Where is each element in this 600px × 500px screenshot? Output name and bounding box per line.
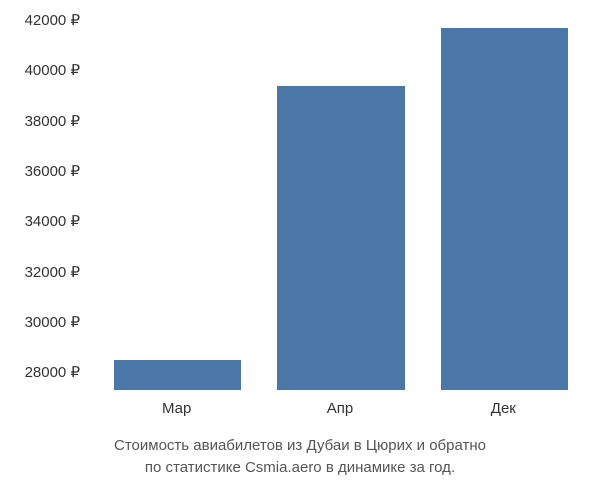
y-tick-label: 42000 ₽ xyxy=(25,11,80,29)
y-tick-label: 34000 ₽ xyxy=(25,212,80,230)
caption: Стоимость авиабилетов из Дубаи в Цюрих и… xyxy=(0,435,600,479)
y-axis: 28000 ₽ 30000 ₽ 32000 ₽ 34000 ₽ 36000 ₽ 38000… xyxy=(0,10,90,390)
y-tick-label: 36000 ₽ xyxy=(25,162,80,180)
y-tick-label: 30000 ₽ xyxy=(25,313,80,331)
plot-area xyxy=(95,10,585,390)
y-tick-label: 32000 ₽ xyxy=(25,263,80,281)
x-tick-label: Апр xyxy=(327,400,353,417)
bar xyxy=(441,28,568,390)
y-tick-label: 38000 ₽ xyxy=(25,112,80,130)
caption-line-1: Стоимость авиабилетов из Дубаи в Цюрих и… xyxy=(114,437,486,454)
x-tick-label: Дек xyxy=(491,400,516,417)
chart-container xyxy=(95,10,585,410)
caption-line-2: по статистике Csmia.aero в динамике за г… xyxy=(145,459,455,476)
bar xyxy=(277,86,404,391)
bar xyxy=(114,360,241,390)
y-tick-label: 28000 ₽ xyxy=(25,363,80,381)
y-tick-label: 40000 ₽ xyxy=(25,61,80,79)
x-tick-label: Мар xyxy=(162,400,191,417)
x-axis: Мар Апр Дек xyxy=(95,395,585,425)
